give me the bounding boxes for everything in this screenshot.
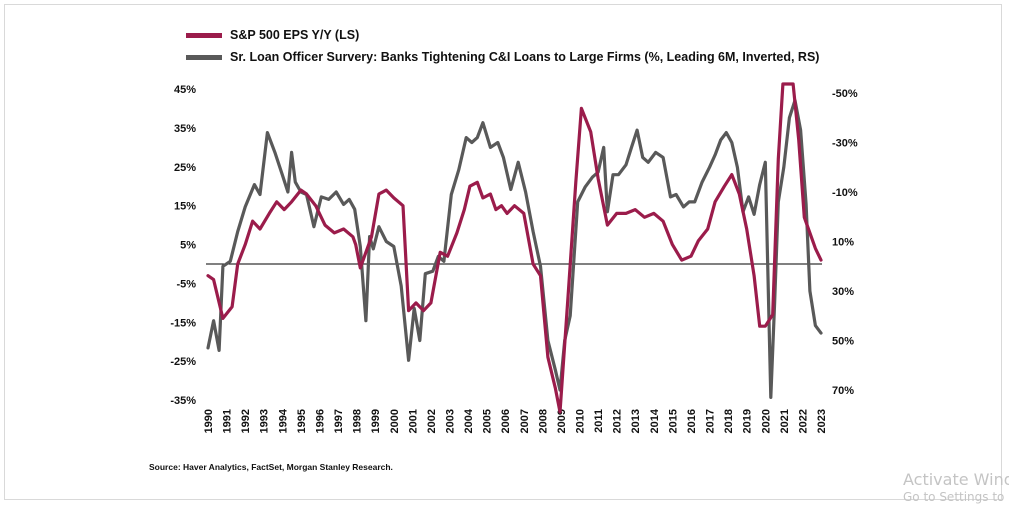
right-axis-tick-label: -10% <box>832 187 858 199</box>
right-axis-tick-label: 10% <box>832 237 854 249</box>
x-axis-tick-label: 2009 <box>556 409 568 433</box>
x-axis-tick-label: 2008 <box>537 409 549 433</box>
x-axis-tick-label: 2012 <box>612 409 624 433</box>
legend-item-loan: Sr. Loan Officer Survery: Banks Tighteni… <box>186 46 819 68</box>
watermark-line-1: Activate Windows <box>903 470 1009 489</box>
x-axis-tick-label: 2015 <box>667 409 679 433</box>
left-axis-tick-label: 35% <box>174 123 196 135</box>
legend-swatch-loan <box>186 54 222 60</box>
x-axis-tick-label: 2022 <box>797 409 809 433</box>
x-axis-tick-label: 2016 <box>686 409 698 433</box>
watermark-line-2: Go to Settings to activate Windows. <box>903 490 1009 504</box>
series-line-loan <box>206 98 823 399</box>
x-axis-tick-label: 1999 <box>370 409 382 433</box>
right-axis-tick-label: -50% <box>832 88 858 100</box>
x-axis-tick-label: 2010 <box>575 409 587 433</box>
x-axis-tick-label: 2000 <box>389 409 401 433</box>
left-axis-tick-label: -25% <box>170 356 196 368</box>
left-axis-tick-label: 25% <box>174 162 196 174</box>
x-axis-tick-label: 2003 <box>444 409 456 433</box>
chart-frame <box>4 4 1002 500</box>
x-axis-tick-label: 1993 <box>259 409 271 433</box>
legend: S&P 500 EPS Y/Y (LS) Sr. Loan Officer Su… <box>186 24 819 68</box>
left-axis-tick-label: -5% <box>176 278 196 290</box>
x-axis-tick-label: 1990 <box>203 409 215 433</box>
x-axis-tick-label: 2017 <box>705 409 717 433</box>
x-axis-tick-label: 2014 <box>649 408 661 433</box>
x-axis-tick-label: 2005 <box>482 409 494 433</box>
left-axis-tick-label: 45% <box>174 84 196 96</box>
x-axis-tick-label: 1997 <box>333 409 345 433</box>
x-axis-tick-label: 2007 <box>519 409 531 433</box>
activation-watermark: Activate Windows Go to Settings to activ… <box>903 470 1009 504</box>
series-line-eps <box>206 82 823 414</box>
left-axis-tick-label: 5% <box>180 240 196 252</box>
x-axis-tick-label: 2020 <box>760 409 772 433</box>
x-axis-tick-label: 2001 <box>407 409 419 433</box>
x-axis-tick-label: 2021 <box>779 409 791 433</box>
x-axis-tick-label: 1998 <box>352 409 364 433</box>
x-axis-tick-label: 1995 <box>296 409 308 433</box>
x-axis-tick-label: 2002 <box>426 409 438 433</box>
legend-item-eps: S&P 500 EPS Y/Y (LS) <box>186 24 819 46</box>
left-axis-tick-label: -35% <box>170 395 196 407</box>
x-axis-tick-label: 2019 <box>742 409 754 433</box>
legend-label-loan: Sr. Loan Officer Survery: Banks Tighteni… <box>230 50 820 64</box>
x-axis-tick-label: 1992 <box>240 409 252 433</box>
right-axis-tick-label: 30% <box>832 286 854 298</box>
x-axis-tick-label: 2023 <box>816 409 828 433</box>
x-axis-tick-label: 1994 <box>277 408 289 433</box>
legend-label-eps: S&P 500 EPS Y/Y (LS) <box>230 28 360 42</box>
x-axis-tick-label: 2013 <box>630 409 642 433</box>
source-note: Source: Haver Analytics, FactSet, Morgan… <box>149 462 393 472</box>
x-axis-tick-label: 2018 <box>723 409 735 433</box>
x-axis-tick-label: 1991 <box>222 409 234 433</box>
right-axis-tick-label: 70% <box>832 385 854 397</box>
left-axis-tick-label: -15% <box>170 317 196 329</box>
x-axis-tick-label: 2006 <box>500 409 512 433</box>
right-axis-tick-label: 50% <box>832 336 854 348</box>
right-axis-tick-label: -30% <box>832 138 858 150</box>
x-axis-tick-label: 1996 <box>314 409 326 433</box>
left-axis-tick-label: 15% <box>174 201 196 213</box>
x-axis-tick-label: 2011 <box>593 409 605 433</box>
legend-swatch-eps <box>186 32 222 38</box>
x-axis-tick-label: 2004 <box>463 408 475 433</box>
